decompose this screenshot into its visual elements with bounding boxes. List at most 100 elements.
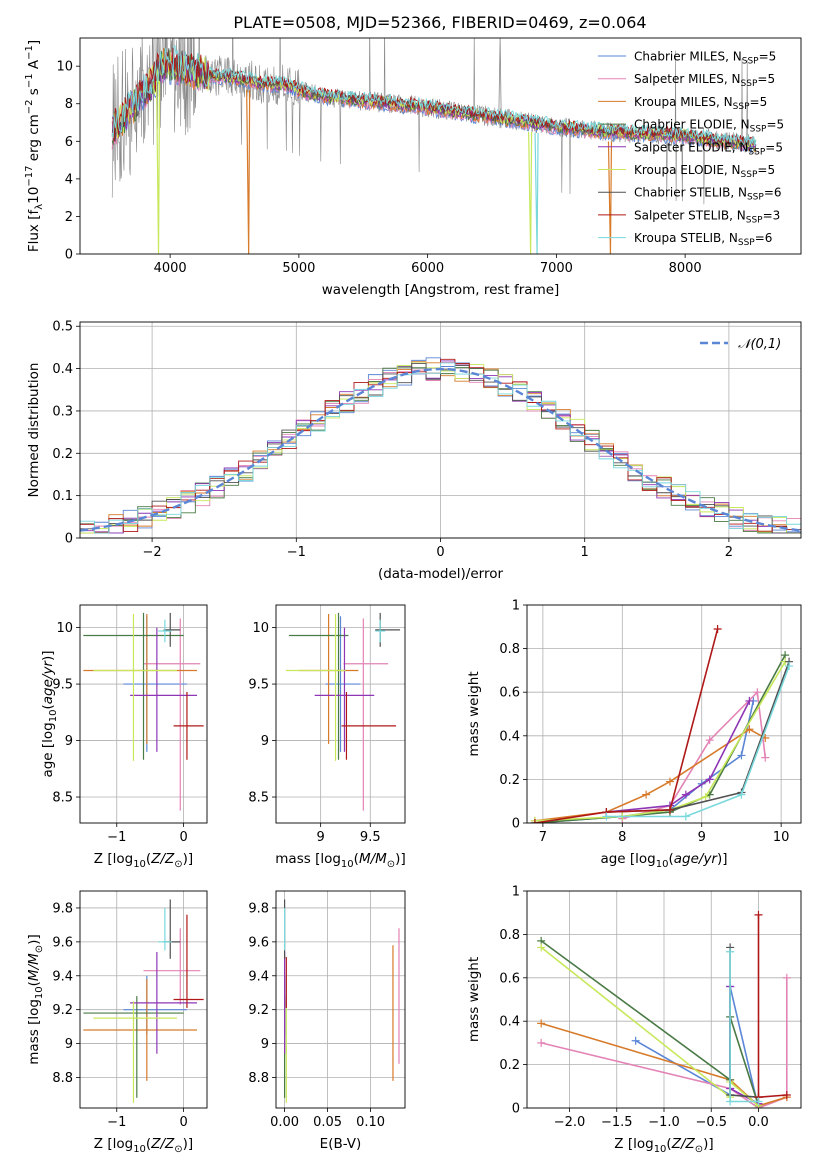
residual-histogram-8: [80, 362, 801, 534]
tick-label-y: 0: [512, 817, 520, 832]
tick-label-y: 9.2: [52, 1003, 73, 1018]
axes-residuals: −2 −1 0 1 2 0 0.1 0.2 0.3 0.4 0.5 (data-model)/erro…: [26, 320, 802, 582]
axes-frame: [526, 890, 802, 1109]
weight-marker: [537, 1019, 546, 1028]
residuals-legend: 𝒩(0,1): [700, 337, 781, 352]
axes-frame: [79, 604, 208, 824]
axis-label-y: mass weight: [466, 957, 482, 1042]
weight-marker: [631, 1036, 640, 1045]
weight-marker: [681, 812, 690, 821]
weight-marker: [665, 805, 674, 814]
axes-frame: [79, 37, 802, 255]
tick-label-y: 10: [56, 621, 73, 636]
tick-label-x: 0: [436, 545, 444, 560]
tick-label-y: 9.5: [248, 678, 269, 693]
axes-frame: [79, 890, 208, 1109]
weight-line-5: [540, 946, 760, 1107]
tick-label-x: 8000: [669, 261, 702, 276]
tick-label-y: 9.6: [248, 935, 269, 950]
weight-marker: [705, 736, 714, 745]
plot-area-residuals: [80, 357, 801, 534]
residual-histogram-5: [80, 362, 801, 534]
tick-label-x: 0.00: [270, 1115, 299, 1130]
tick-label-y: 0.2: [52, 447, 73, 462]
tick-label-y: 9.5: [52, 678, 73, 693]
weight-line-5: [534, 661, 786, 822]
tick-label-y: 9: [261, 734, 269, 749]
spectrum-legend: Chabrier MILES, NSSP=5 Salpeter MILES, NS…: [598, 50, 784, 248]
axes-frame: [526, 604, 802, 824]
weight-marker: [642, 790, 651, 799]
axes-age-vs-mass: 9 9.5 8.5 9 9.5 10 mass [log10(M/M⊙)]: [248, 604, 406, 870]
weight-line-7: [534, 628, 719, 823]
weight-marker: [530, 819, 539, 823]
axis-label-y: Flux [fλ10−17 erg cm−2 s−1 A−1]: [24, 40, 45, 252]
tick-label-y: 1: [512, 885, 520, 900]
tick-label-y: 9.8: [52, 901, 73, 916]
tick-label-y: 10: [252, 621, 269, 636]
legend-label: Chabrier ELODIE, NSSP=5: [634, 118, 784, 135]
tick-label-x: 0.10: [356, 1115, 385, 1130]
weight-marker: [745, 696, 754, 705]
axes-frame: [275, 890, 406, 1109]
legend-label: Salpeter MILES, NSSP=5: [634, 72, 775, 89]
tick-label-y: 8.5: [52, 791, 73, 806]
axis-label-x: E(B-V): [320, 1136, 362, 1152]
weight-marker: [701, 792, 710, 801]
tick-label-x: 6000: [411, 261, 444, 276]
tick-label-y: 0.6: [499, 971, 520, 986]
weight-marker: [785, 662, 794, 671]
tick-label-y: 0.1: [52, 489, 73, 504]
tick-label-y: 0: [512, 1102, 520, 1117]
weight-marker: [705, 775, 714, 784]
tick-label-y: 8.8: [248, 1071, 269, 1086]
axes-frame: [79, 321, 802, 539]
weight-marker: [537, 1038, 546, 1047]
axis-label-y: mass weight: [466, 671, 482, 756]
tick-label-y: 2: [65, 210, 73, 225]
model-dropout: [607, 141, 613, 254]
tick-label-y: 0: [65, 532, 73, 547]
model-dropout: [155, 80, 161, 254]
tick-label-y: 0.4: [499, 729, 520, 744]
axis-label-x: Z [log10(Z/Z⊙)]: [94, 1136, 193, 1155]
tick-label-x: −1.5: [601, 1115, 633, 1130]
tick-label-y: 8.5: [248, 791, 269, 806]
model-dropout: [534, 132, 539, 254]
weight-marker: [737, 790, 746, 799]
plot-area-age-vs-mass: [285, 612, 401, 811]
legend-label: 𝒩(0,1): [738, 337, 781, 352]
weight-line-8: [606, 665, 790, 818]
weight-marker: [761, 753, 770, 762]
axis-label-x: Z [log10(Z/Z⊙)]: [614, 1136, 713, 1155]
tick-label-x: 2: [725, 545, 733, 560]
model-dropout: [528, 131, 533, 254]
residual-histogram-4: [80, 360, 801, 534]
plot-area-mass-weight-vs-age: [530, 624, 794, 823]
tick-label-x: 9.5: [360, 830, 381, 845]
weight-line-2: [540, 1022, 788, 1107]
plot-area-mass-weight-vs-Z: [537, 910, 791, 1108]
tick-label-x: 7000: [540, 261, 573, 276]
tick-label-x: 0.05: [313, 1115, 342, 1130]
axis-label-x: (data-model)/error: [378, 566, 504, 582]
weight-marker: [726, 947, 735, 956]
legend-label: Salpeter ELODIE, NSSP=5: [634, 140, 783, 157]
tick-label-x: 0: [179, 830, 187, 845]
weight-marker: [754, 910, 763, 919]
weight-line-1: [541, 977, 788, 1108]
weight-marker: [745, 725, 754, 734]
plot-area-mass-vs-EBV: [284, 899, 400, 1103]
h-alpha-line: [498, 38, 502, 125]
weight-line-0: [534, 700, 755, 823]
legend-label: Kroupa STELIB, NSSP=6: [634, 231, 772, 248]
weight-line-8: [729, 951, 759, 1103]
tick-label-y: 0.8: [499, 642, 520, 657]
tick-label-y: 0.4: [499, 1015, 520, 1030]
weight-marker: [537, 943, 546, 952]
tick-label-x: 1: [581, 545, 589, 560]
weight-marker: [753, 688, 762, 697]
tick-label-y: 0.6: [499, 686, 520, 701]
tick-label-y: 9.2: [248, 1003, 269, 1018]
